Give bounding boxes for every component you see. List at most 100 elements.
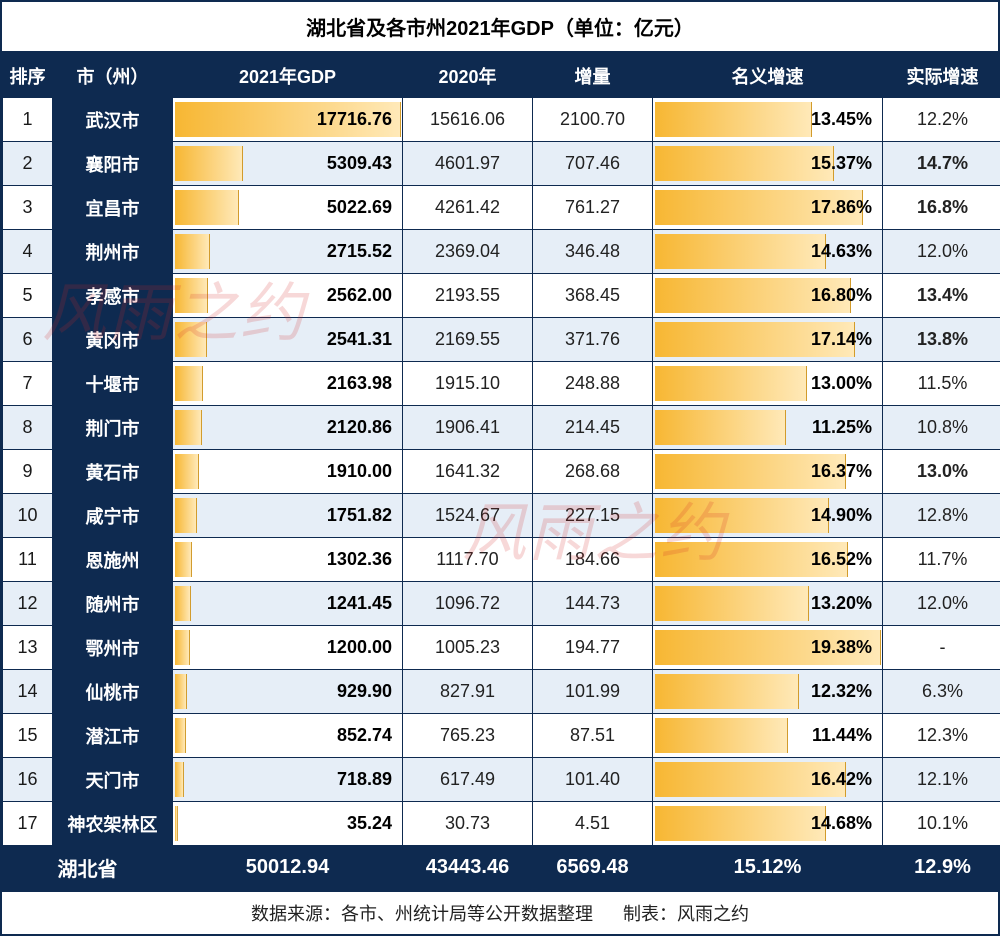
- gdp21-cell: 2562.00: [173, 274, 403, 318]
- nom-cell: 11.25%: [653, 406, 883, 450]
- rank-cell: 13: [3, 626, 53, 670]
- nom-cell: 19.38%: [653, 626, 883, 670]
- col-gdp21: 2021年GDP: [173, 54, 403, 98]
- gdp21-value: 1910.00: [327, 450, 392, 493]
- table-row: 7十堰市2163.981915.10248.8813.00%11.5%: [3, 362, 1000, 406]
- gdp20-cell: 1641.32: [403, 450, 533, 494]
- gdp20-cell: 1906.41: [403, 406, 533, 450]
- nom-bar: [655, 102, 812, 137]
- gdp21-bar: [175, 498, 197, 533]
- nom-bar: [655, 586, 809, 621]
- rank-cell: 10: [3, 494, 53, 538]
- col-city: 市（州）: [53, 54, 173, 98]
- nom-value: 16.80%: [811, 274, 872, 317]
- gdp21-value: 1751.82: [327, 494, 392, 537]
- nom-cell: 13.00%: [653, 362, 883, 406]
- nom-value: 14.63%: [811, 230, 872, 273]
- gdp21-cell: 929.90: [173, 670, 403, 714]
- nom-value: 12.32%: [811, 670, 872, 713]
- gdp21-bar: [175, 146, 243, 181]
- table-container: 湖北省及各市州2021年GDP（单位：亿元） 排序 市（州） 2021年GDP …: [0, 0, 1000, 936]
- gdp20-cell: 4601.97: [403, 142, 533, 186]
- inc-cell: 707.46: [533, 142, 653, 186]
- nom-cell: 17.14%: [653, 318, 883, 362]
- city-cell: 荆州市: [53, 230, 173, 274]
- nom-cell: 17.86%: [653, 186, 883, 230]
- inc-cell: 101.99: [533, 670, 653, 714]
- gdp20-cell: 4261.42: [403, 186, 533, 230]
- real-cell: 13.8%: [883, 318, 1000, 362]
- gdp20-cell: 15616.06: [403, 98, 533, 142]
- nom-value: 11.44%: [812, 714, 872, 757]
- inc-cell: 184.66: [533, 538, 653, 582]
- real-cell: 12.0%: [883, 230, 1000, 274]
- nom-value: 13.00%: [811, 362, 872, 405]
- city-cell: 十堰市: [53, 362, 173, 406]
- inc-cell: 368.45: [533, 274, 653, 318]
- city-cell: 天门市: [53, 758, 173, 802]
- gdp21-cell: 1241.45: [173, 582, 403, 626]
- real-cell: 13.0%: [883, 450, 1000, 494]
- nom-value: 16.52%: [811, 538, 872, 581]
- real-cell: -: [883, 626, 1000, 670]
- nom-value: 13.45%: [811, 98, 872, 141]
- gdp21-value: 35.24: [347, 802, 392, 845]
- table-row: 6黄冈市2541.312169.55371.7617.14%13.8%: [3, 318, 1000, 362]
- real-cell: 12.8%: [883, 494, 1000, 538]
- gdp20-cell: 1005.23: [403, 626, 533, 670]
- total-gdp21: 50012.94: [173, 846, 403, 890]
- rank-cell: 8: [3, 406, 53, 450]
- nom-bar: [655, 366, 807, 401]
- total-real: 12.9%: [883, 846, 1000, 890]
- gdp21-value: 5309.43: [327, 142, 392, 185]
- nom-value: 11.25%: [812, 406, 872, 449]
- rank-cell: 12: [3, 582, 53, 626]
- gdp21-cell: 2715.52: [173, 230, 403, 274]
- gdp21-cell: 1751.82: [173, 494, 403, 538]
- inc-cell: 2100.70: [533, 98, 653, 142]
- gdp21-bar: [175, 454, 199, 489]
- gdp21-cell: 852.74: [173, 714, 403, 758]
- gdp21-bar: [175, 410, 202, 445]
- city-cell: 潜江市: [53, 714, 173, 758]
- gdp21-bar: [175, 762, 184, 797]
- rank-cell: 4: [3, 230, 53, 274]
- rank-cell: 16: [3, 758, 53, 802]
- nom-value: 13.20%: [811, 582, 872, 625]
- real-cell: 12.3%: [883, 714, 1000, 758]
- gdp20-cell: 30.73: [403, 802, 533, 846]
- gdp21-bar: [175, 674, 187, 709]
- total-row: 湖北省 50012.94 43443.46 6569.48 15.12% 12.…: [3, 846, 1000, 890]
- nom-cell: 14.90%: [653, 494, 883, 538]
- real-cell: 11.5%: [883, 362, 1000, 406]
- city-cell: 恩施州: [53, 538, 173, 582]
- gdp21-value: 2562.00: [327, 274, 392, 317]
- source-line: 数据来源：各市、州统计局等公开数据整理 制表：风雨之约: [2, 890, 998, 934]
- inc-cell: 248.88: [533, 362, 653, 406]
- col-gdp20: 2020年: [403, 54, 533, 98]
- gdp21-value: 1302.36: [327, 538, 392, 581]
- table-row: 16天门市718.89617.49101.4016.42%12.1%: [3, 758, 1000, 802]
- table-row: 14仙桃市929.90827.91101.9912.32%6.3%: [3, 670, 1000, 714]
- table-row: 5孝感市2562.002193.55368.4516.80%13.4%: [3, 274, 1000, 318]
- gdp21-value: 852.74: [337, 714, 392, 757]
- city-cell: 仙桃市: [53, 670, 173, 714]
- gdp21-cell: 5022.69: [173, 186, 403, 230]
- real-cell: 12.0%: [883, 582, 1000, 626]
- table-row: 15潜江市852.74765.2387.5111.44%12.3%: [3, 714, 1000, 758]
- gdp20-cell: 827.91: [403, 670, 533, 714]
- gdp21-cell: 5309.43: [173, 142, 403, 186]
- gdp21-bar: [175, 190, 239, 225]
- real-cell: 6.3%: [883, 670, 1000, 714]
- inc-cell: 101.40: [533, 758, 653, 802]
- table-row: 17神农架林区35.2430.734.5114.68%10.1%: [3, 802, 1000, 846]
- inc-cell: 346.48: [533, 230, 653, 274]
- col-inc: 增量: [533, 54, 653, 98]
- gdp21-cell: 1302.36: [173, 538, 403, 582]
- table-row: 9黄石市1910.001641.32268.6816.37%13.0%: [3, 450, 1000, 494]
- source-left: 数据来源：各市、州统计局等公开数据整理: [251, 904, 593, 924]
- city-cell: 荆门市: [53, 406, 173, 450]
- gdp21-bar: [175, 718, 186, 753]
- gdp21-bar: [175, 366, 203, 401]
- nom-value: 16.37%: [811, 450, 872, 493]
